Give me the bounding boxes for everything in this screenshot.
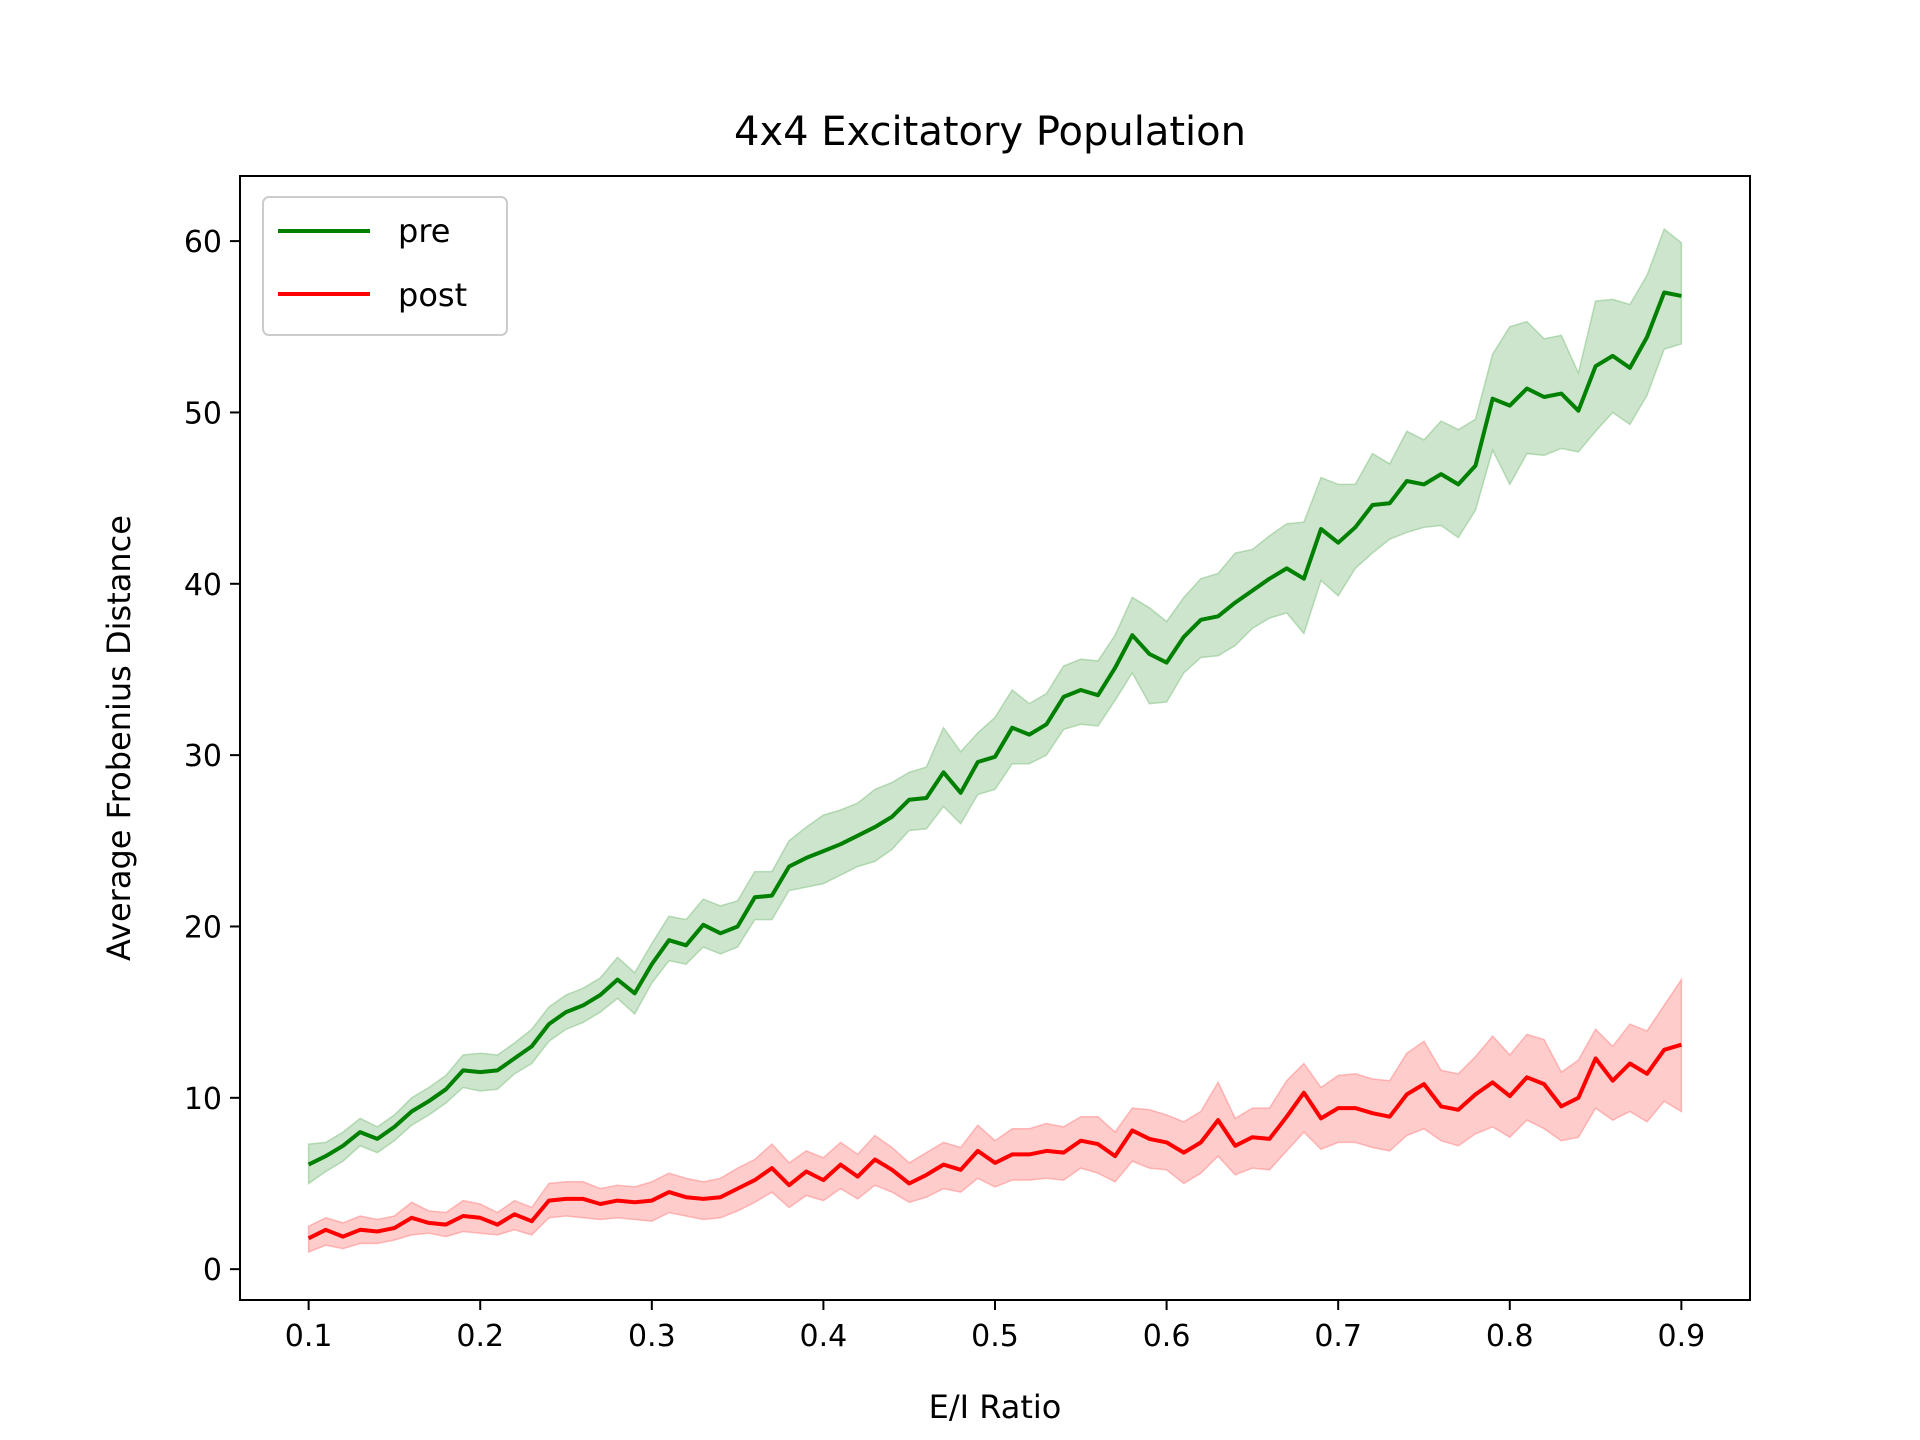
y-tick-label: 50 [184,396,222,431]
x-tick-label: 0.9 [1658,1319,1706,1354]
x-tick-label: 0.7 [1314,1319,1362,1354]
x-tick-label: 0.4 [800,1319,848,1354]
y-axis-ticks: 0 10 20 30 40 50 60 [184,225,240,1288]
x-tick-label: 0.1 [285,1319,333,1354]
legend-box [262,196,508,336]
band-pre [307,227,1683,1185]
x-axis-label: E/I Ratio [929,1388,1062,1426]
y-tick-label: 60 [184,225,222,260]
x-tick-label: 0.3 [628,1319,676,1354]
series-line-post [307,1042,1682,1241]
x-axis-ticks: 0.1 0.2 0.3 0.4 0.5 0.6 0.7 0.8 0.9 [285,1300,1705,1354]
y-tick-label: 30 [184,739,222,774]
series-lines [307,290,1682,1241]
legend-label-post: post [398,276,467,314]
legend: pre post [262,196,508,336]
y-tick-label: 10 [184,1082,222,1117]
y-tick-label: 20 [184,910,222,945]
x-tick-label: 0.6 [1143,1319,1191,1354]
chart-title: 4x4 Excitatory Population [734,109,1246,155]
legend-label-pre: pre [398,212,450,250]
y-axis-label: Average Frobenius Distance [100,515,138,961]
y-tick-label: 40 [184,568,222,603]
series-line-pre [307,290,1682,1167]
confidence-bands [307,227,1683,1254]
x-tick-label: 0.8 [1486,1319,1534,1354]
x-tick-label: 0.5 [971,1319,1019,1354]
band-post [307,977,1683,1254]
y-tick-label: 0 [203,1253,222,1288]
x-tick-label: 0.2 [456,1319,504,1354]
